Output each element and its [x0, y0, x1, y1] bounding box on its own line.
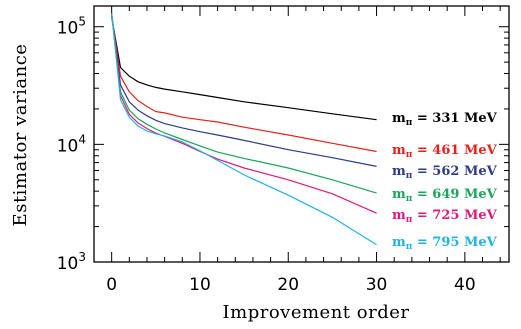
y-tick-label: 104	[57, 132, 86, 156]
x-tick-label: 20	[277, 275, 299, 295]
x-tick-label: 40	[454, 275, 476, 295]
x-axis-title: Improvement order	[223, 302, 410, 323]
y-tick-exponent: 3	[78, 250, 86, 264]
y-axis-title: Estimator variance	[10, 44, 31, 227]
series-line-3	[111, 14, 377, 194]
series-label-2: mπ = 562 MeV	[392, 164, 498, 181]
series-label-0: mπ = 331 MeV	[392, 111, 498, 128]
series-label-5: mπ = 795 MeV	[392, 235, 498, 252]
plot-frame	[93, 5, 510, 263]
x-tick-label: 0	[106, 275, 117, 295]
series-label-4: mπ = 725 MeV	[392, 208, 498, 225]
y-tick-exponent: 5	[78, 15, 86, 29]
series-line-1	[111, 15, 377, 153]
y-tick-label: 105	[57, 15, 86, 39]
x-tick-label: 30	[366, 275, 388, 295]
x-tick-label: 10	[189, 275, 211, 295]
y-tick-label: 103	[57, 250, 86, 274]
y-tick-exponent: 4	[78, 132, 86, 146]
series-line-2	[111, 15, 377, 167]
series-label-3: mπ = 649 MeV	[392, 187, 498, 204]
series-label-1: mπ = 461 MeV	[392, 143, 498, 160]
series-line-0	[111, 17, 377, 121]
series-line-5	[111, 13, 377, 246]
series-line-4	[111, 13, 377, 214]
